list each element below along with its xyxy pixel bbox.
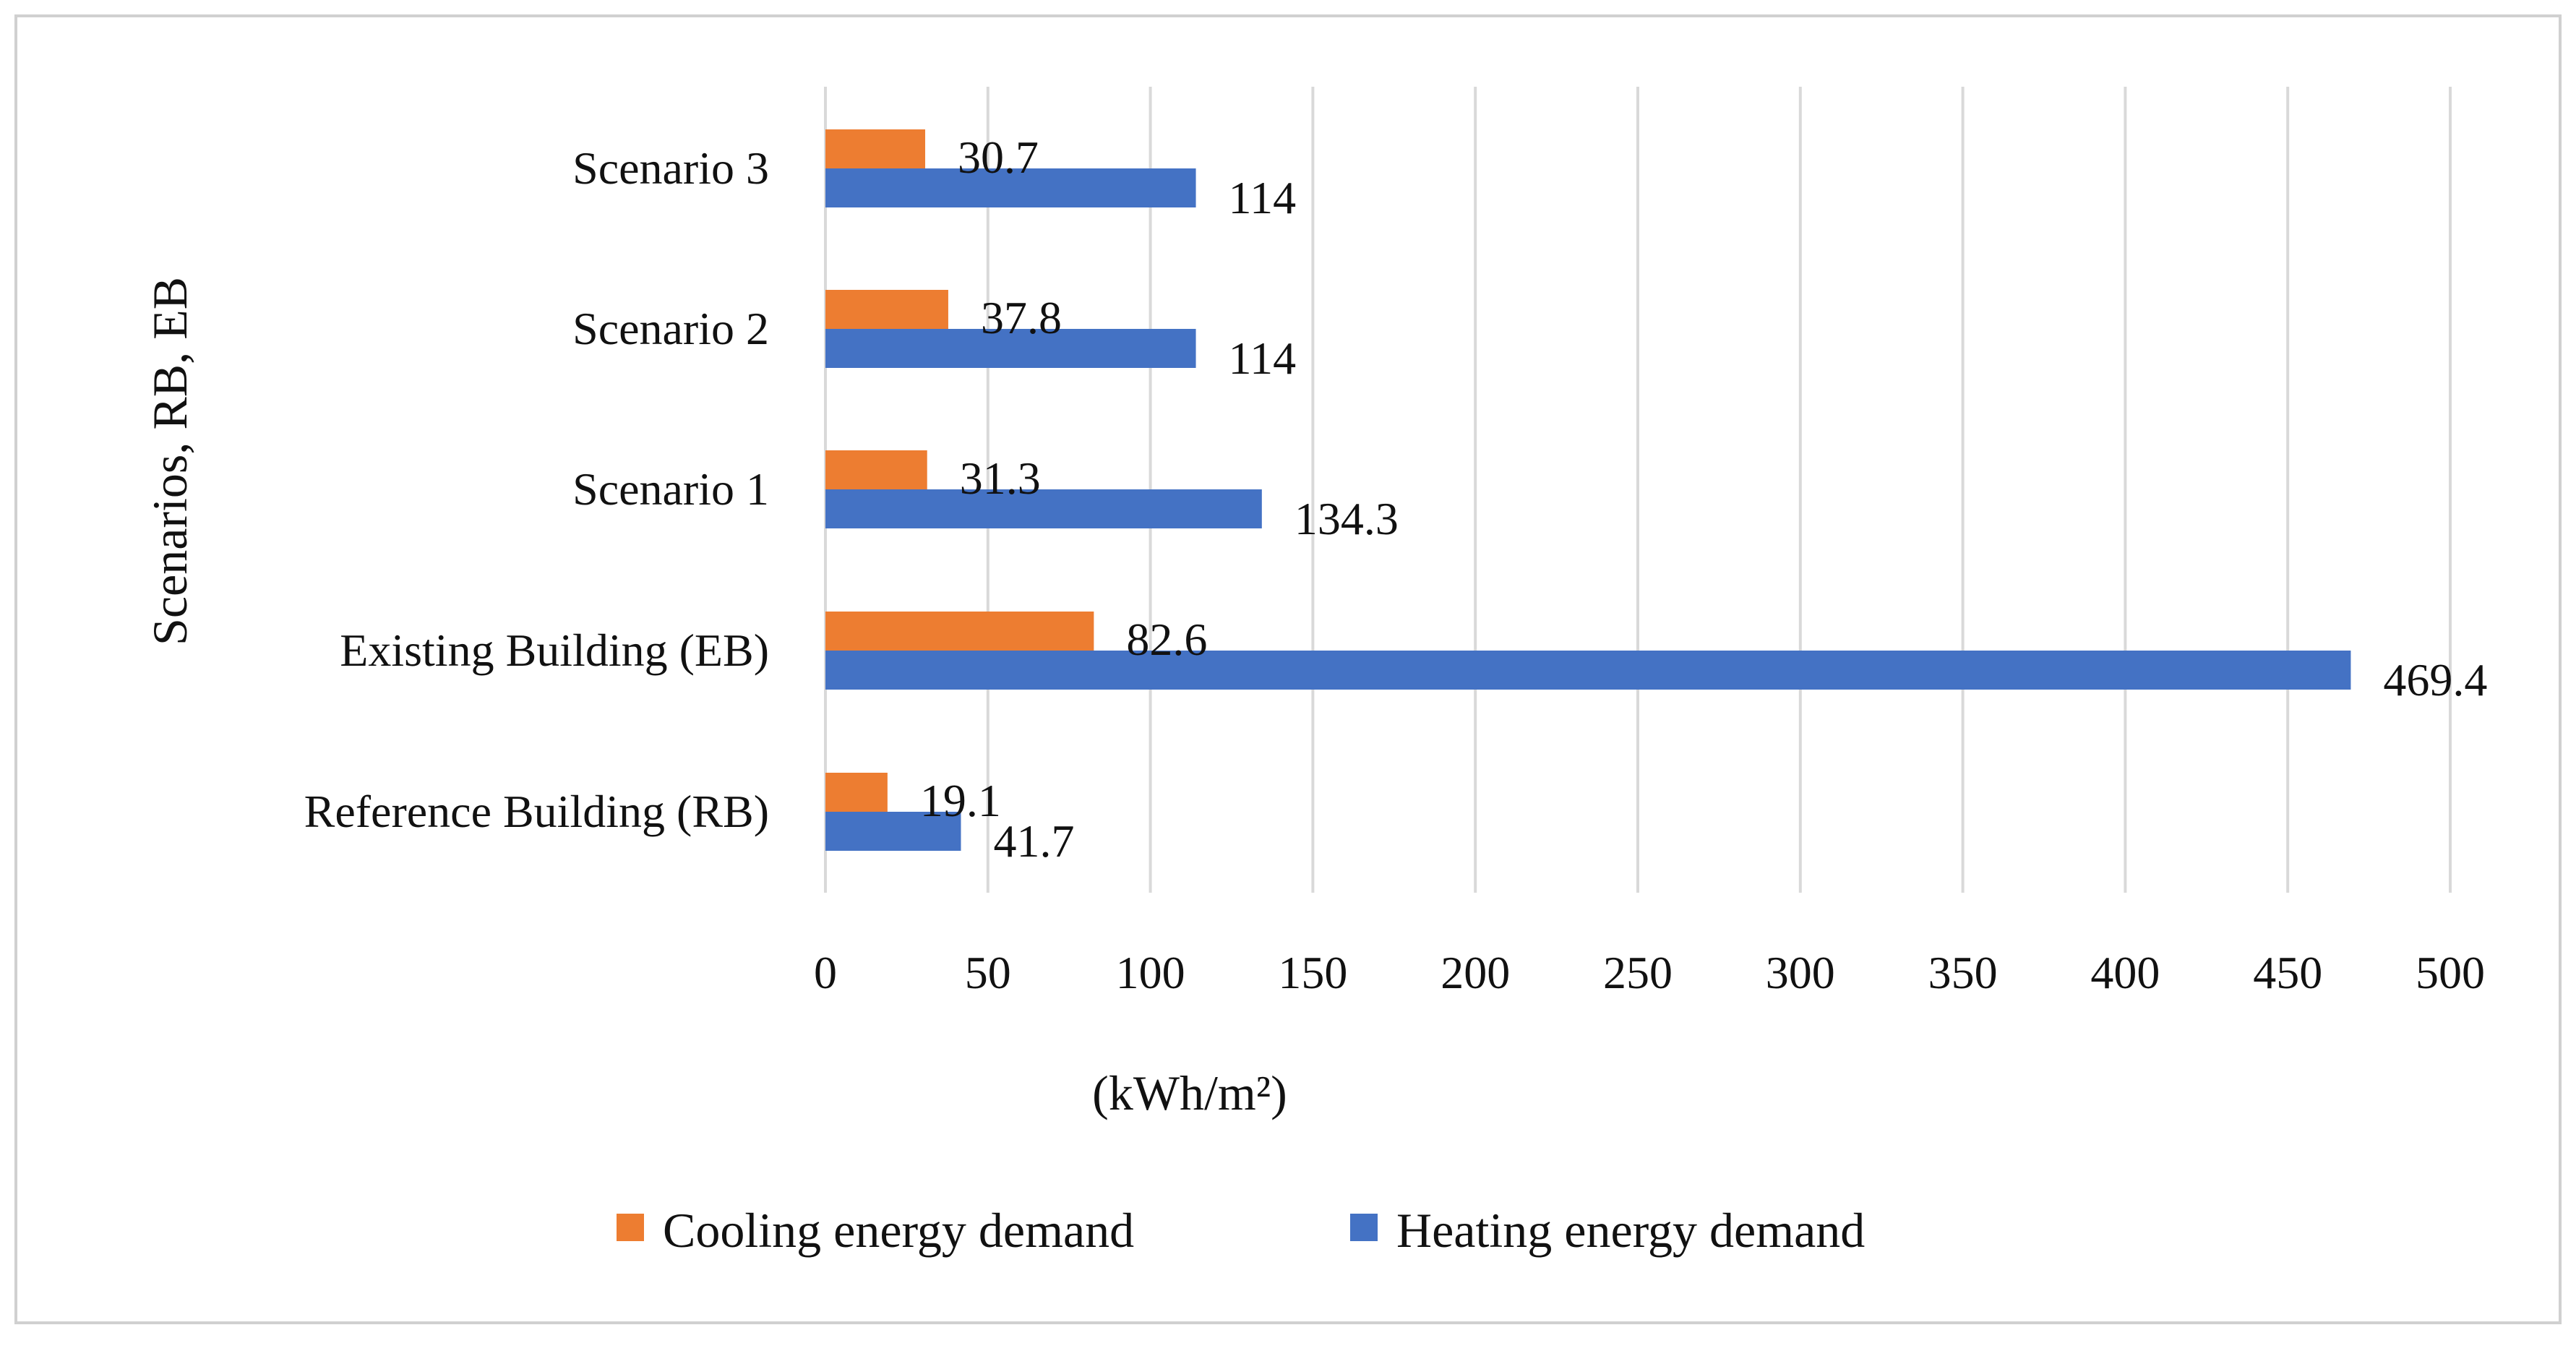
legend-label-heating: Heating energy demand bbox=[1396, 1203, 1865, 1258]
bar-heating-3 bbox=[825, 329, 1196, 368]
bar-cooling-2 bbox=[825, 450, 927, 489]
category-labels: Reference Building (RB) Existing Building… bbox=[304, 142, 769, 837]
data-label-cooling-2: 31.3 bbox=[960, 453, 1041, 504]
legend-swatch-cooling bbox=[617, 1214, 644, 1241]
x-axis-title: (kWh/m²) bbox=[1092, 1065, 1287, 1120]
x-tick-label-8: 400 bbox=[2090, 947, 2160, 998]
x-tick-labels: 0 50 100 150 200 250 300 350 400 450 500 bbox=[814, 947, 2485, 998]
data-label-heating-3: 114 bbox=[1229, 333, 1297, 384]
category-label-3: Scenario 2 bbox=[572, 303, 769, 354]
bar-cooling-3 bbox=[825, 290, 948, 329]
legend-swatch-heating bbox=[1350, 1214, 1378, 1241]
x-tick-label-3: 150 bbox=[1278, 947, 1347, 998]
x-tick-label-5: 250 bbox=[1603, 947, 1673, 998]
x-tick-label-7: 350 bbox=[1928, 947, 1998, 998]
chart-border bbox=[14, 14, 2562, 1324]
category-label-4: Scenario 3 bbox=[572, 142, 769, 194]
x-tick-label-2: 100 bbox=[1116, 947, 1185, 998]
category-label-1: Existing Building (EB) bbox=[340, 625, 769, 676]
bar-heating-2 bbox=[825, 489, 1262, 528]
data-labels: 19.141.7 82.6 469.4 31.3 134.3 37.8 114 30.7 114 bbox=[920, 132, 2488, 867]
bar-heating-1 bbox=[825, 651, 2351, 690]
gridlines bbox=[824, 87, 2452, 893]
data-label-heating-4: 114 bbox=[1229, 172, 1297, 223]
x-tick-label-1: 50 bbox=[965, 947, 1011, 998]
x-tick-label-10: 500 bbox=[2416, 947, 2485, 998]
bar-cooling-1 bbox=[825, 612, 1094, 651]
bar-cooling-0 bbox=[825, 773, 888, 812]
data-label-cooling-3: 37.8 bbox=[981, 292, 1062, 343]
x-tick-label-9: 450 bbox=[2253, 947, 2322, 998]
x-tick-label-4: 200 bbox=[1441, 947, 1510, 998]
bar-cooling-4 bbox=[825, 129, 926, 168]
category-label-0: Reference Building (RB) bbox=[304, 786, 769, 837]
legend-label-cooling: Cooling energy demand bbox=[663, 1203, 1134, 1258]
data-label-cooling-0: 19.1 bbox=[920, 775, 1001, 826]
data-label-heating-1: 469.4 bbox=[2383, 654, 2487, 705]
data-label-heating-2: 134.3 bbox=[1295, 493, 1399, 544]
data-label-cooling-1: 82.6 bbox=[1126, 614, 1207, 665]
category-label-2: Scenario 1 bbox=[572, 463, 769, 515]
data-label-heating-0: 41.7 bbox=[993, 815, 1074, 867]
legend: Cooling energy demand Heating energy dem… bbox=[617, 1203, 1865, 1258]
x-tick-label-6: 300 bbox=[1766, 947, 1835, 998]
x-tick-label-0: 0 bbox=[814, 947, 837, 998]
bars bbox=[825, 129, 2351, 851]
y-axis-title: Scenarios, RB, EB bbox=[142, 277, 197, 646]
bar-heating-0 bbox=[825, 812, 961, 851]
bar-heating-4 bbox=[825, 168, 1196, 207]
data-label-cooling-4: 30.7 bbox=[958, 132, 1039, 183]
